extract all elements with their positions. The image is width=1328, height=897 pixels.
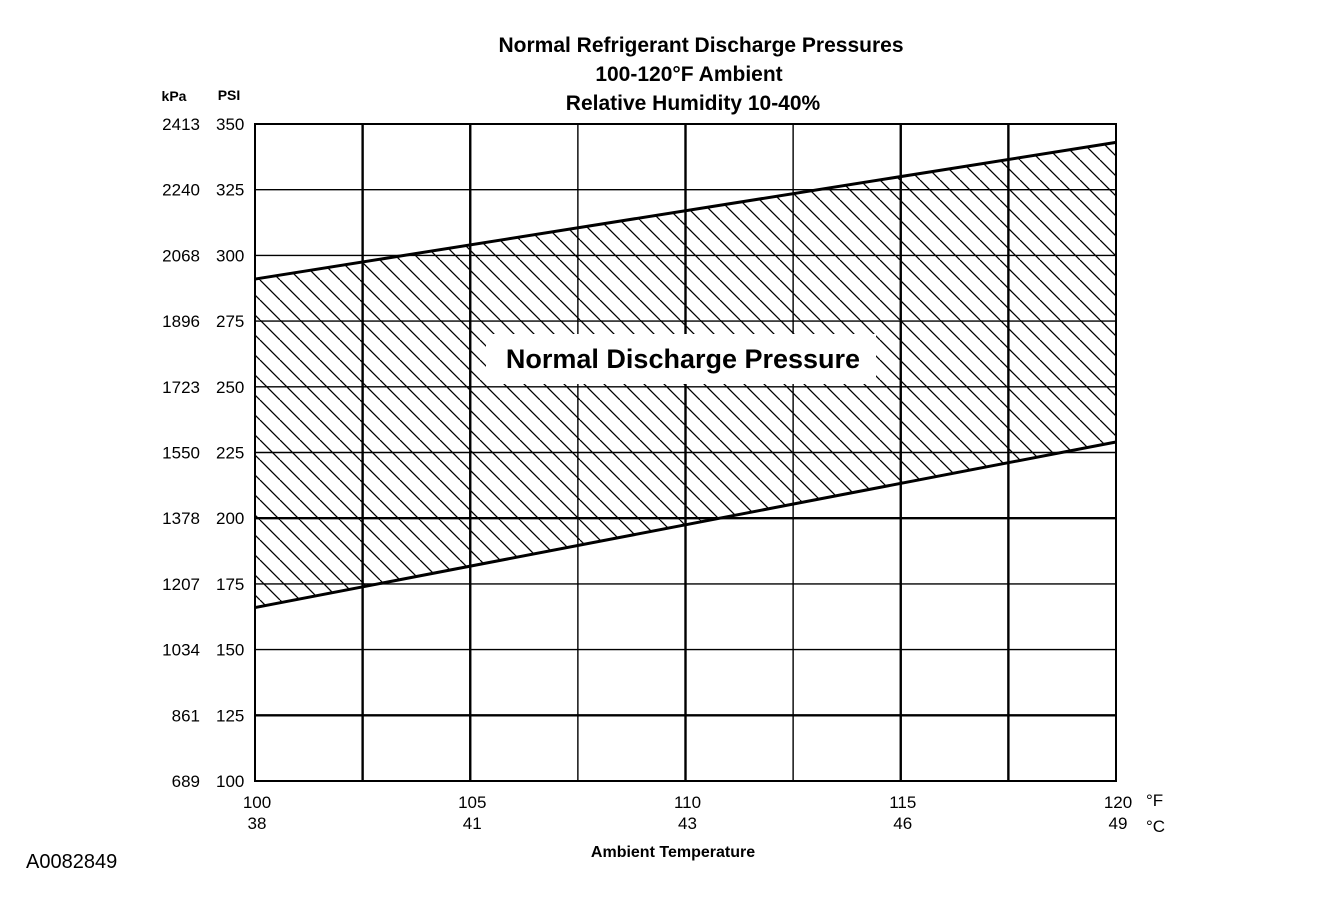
y-tick-kpa: 2240: [162, 181, 200, 200]
x-tick-fahrenheit: 100: [243, 793, 271, 812]
y-tick-kpa: 1207: [162, 575, 200, 594]
y-tick-psi: 350: [216, 115, 244, 134]
y-tick-psi: 225: [216, 444, 244, 463]
chart-title-line-3: Relative Humidity 10-40%: [566, 92, 821, 115]
y-unit-psi: PSI: [218, 87, 241, 103]
y-tick-psi: 200: [216, 509, 244, 528]
x-tick-celsius: 46: [893, 814, 912, 833]
y-tick-kpa: 1034: [162, 641, 200, 660]
y-tick-psi: 275: [216, 312, 244, 331]
x-tick-labels: 100 38 105 41 110 43 115 46 120 49: [243, 793, 1132, 833]
x-unit-celsius: °C: [1146, 817, 1165, 836]
figure-id: A0082849: [26, 851, 117, 873]
band-label: Normal Discharge Pressure: [506, 344, 860, 374]
band-lower-boundary: [254, 440, 1117, 610]
x-tick-fahrenheit: 115: [889, 793, 916, 812]
plot-frame: [254, 123, 1117, 782]
y-tick-psi: 250: [216, 378, 244, 397]
x-tick-fahrenheit: 105: [458, 793, 486, 812]
y-tick-psi: 150: [216, 641, 244, 660]
y-tick-psi: 100: [216, 772, 244, 791]
y-tick-labels: 2413 350 2240 325 2068 300 1896 275 1723 250 1550 2…: [162, 115, 244, 791]
x-axis-label: Ambient Temperature: [591, 844, 755, 861]
x-tick-celsius: 41: [463, 814, 482, 833]
y-tick-psi: 325: [216, 181, 244, 200]
y-tick-kpa: 1896: [162, 312, 200, 331]
y-tick-kpa: 1723: [162, 378, 200, 397]
x-tick-celsius: 49: [1109, 814, 1128, 833]
y-tick-kpa: 1550: [162, 444, 200, 463]
y-tick-psi: 300: [216, 246, 244, 265]
chart-title-line-1: Normal Refrigerant Discharge Pressures: [499, 34, 904, 57]
y-unit-kpa: kPa: [162, 88, 187, 104]
band-label-background: [486, 334, 876, 384]
y-tick-psi: 125: [216, 706, 244, 725]
y-tick-kpa: 689: [172, 772, 200, 791]
vertical-gridlines: [361, 124, 1010, 781]
x-tick-fahrenheit: 120: [1104, 793, 1132, 812]
y-tick-kpa: 2068: [162, 246, 200, 265]
x-tick-fahrenheit: 110: [674, 793, 701, 812]
band-upper-boundary: [254, 140, 1117, 281]
chart-title-line-2: 100-120°F Ambient: [595, 63, 782, 86]
y-tick-kpa: 861: [172, 706, 200, 725]
x-tick-celsius: 38: [248, 814, 267, 833]
x-tick-celsius: 43: [678, 814, 697, 833]
x-unit-fahrenheit: °F: [1146, 791, 1163, 810]
y-tick-kpa: 2413: [162, 115, 200, 134]
y-tick-kpa: 1378: [162, 509, 200, 528]
y-tick-psi: 175: [216, 575, 244, 594]
